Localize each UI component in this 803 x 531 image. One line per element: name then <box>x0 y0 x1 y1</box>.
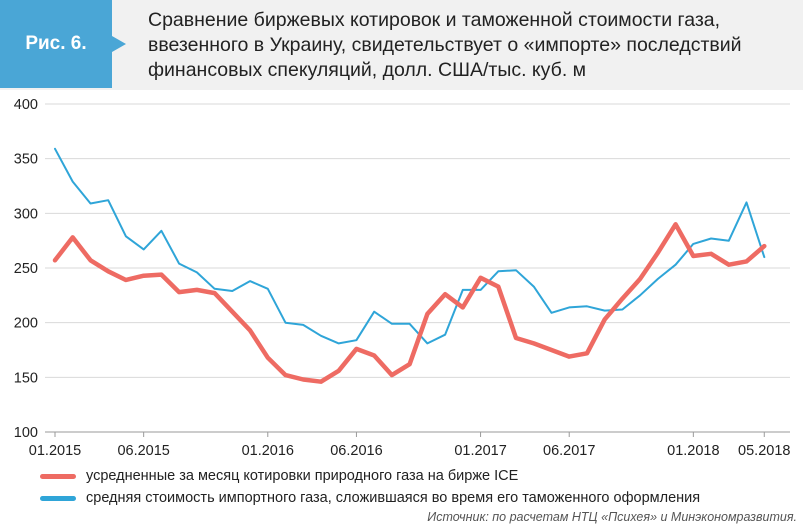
chart-title: Сравнение биржевых котировок и таможенно… <box>148 9 742 81</box>
source-note: Источник: по расчетам НТЦ «Психея» и Мин… <box>427 510 797 524</box>
x-tick-label-06.2016: 06.2016 <box>330 443 382 459</box>
y-tick-label-400: 400 <box>14 97 38 113</box>
line-chart: 100 150 200 250 300 350 400 01.2015 06.2015 01.20… <box>14 97 791 459</box>
y-tick-label-250: 250 <box>14 261 38 277</box>
y-tick-label-200: 200 <box>14 316 38 332</box>
legend: усредненные за месяц котировки природног… <box>40 465 800 509</box>
legend-swatch-ice <box>40 473 76 479</box>
y-tick-label-150: 150 <box>14 370 38 386</box>
y-tick-label-350: 350 <box>14 152 38 168</box>
legend-item-import: средняя стоимость импортного газа, сложи… <box>40 487 800 509</box>
legend-label-import: средняя стоимость импортного газа, сложи… <box>86 490 701 506</box>
y-tick-label-300: 300 <box>14 206 38 222</box>
figure-badge-shape <box>0 0 126 88</box>
chart-area: 100 150 200 250 300 350 400 01.2015 06.2015 01.20… <box>0 90 803 460</box>
legend-label-ice: усредненные за месяц котировки природног… <box>86 468 519 484</box>
series-line-import <box>54 147 766 345</box>
figure-header: Рис. 6. Сравнение биржевых котировок и т… <box>0 0 803 90</box>
x-tick-label-06.2017: 06.2017 <box>543 443 595 459</box>
x-tick-label-01.2016: 01.2016 <box>242 443 294 459</box>
x-tick-label-01.2017: 01.2017 <box>454 443 506 459</box>
figure-label: Рис. 6. <box>25 33 87 54</box>
legend-item-ice: усредненные за месяц котировки природног… <box>40 465 800 487</box>
y-tick-label-100: 100 <box>14 425 38 441</box>
x-tick-label-01.2015: 01.2015 <box>29 443 81 459</box>
x-tick-label-06.2015: 06.2015 <box>117 443 169 459</box>
legend-swatch-import <box>40 495 76 501</box>
x-tick-label-05.2018: 05.2018 <box>738 443 790 459</box>
figure-badge: Рис. 6. <box>0 0 126 88</box>
x-tick-label-01.2018: 01.2018 <box>667 443 719 459</box>
series-line-ice <box>52 222 767 384</box>
